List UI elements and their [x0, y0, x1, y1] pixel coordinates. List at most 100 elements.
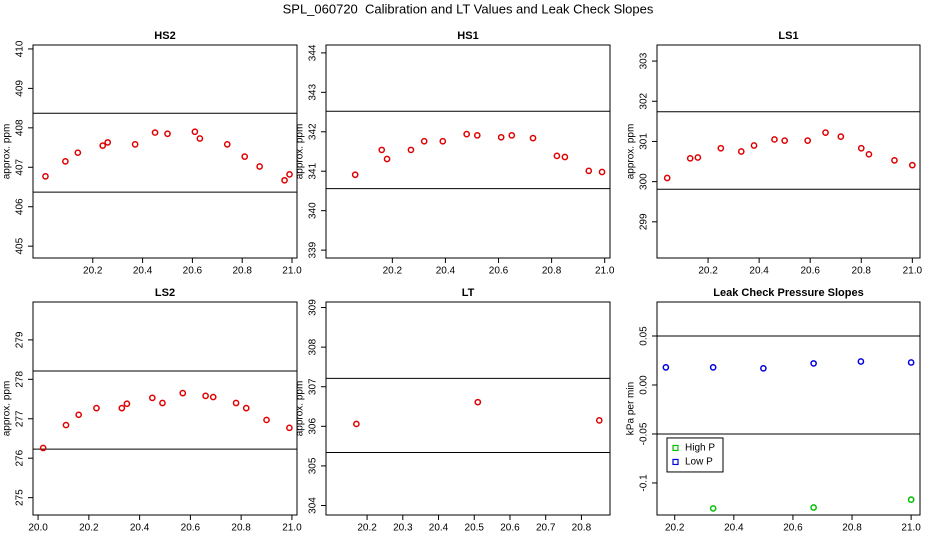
- x-tick-label: 20.6: [183, 266, 203, 277]
- y-tick-label: 275: [15, 489, 26, 506]
- point: [104, 139, 112, 146]
- point: [663, 174, 671, 182]
- x-tick-label: 20.8: [842, 523, 862, 534]
- panel-title: Leak Check Pressure Slopes: [713, 287, 863, 299]
- x-tick-label: 20.6: [181, 523, 201, 534]
- x-tick-label: 21.0: [595, 266, 615, 277]
- y-tick-label: 304: [308, 497, 319, 514]
- point: [75, 411, 83, 419]
- legend-swatch: [672, 444, 679, 452]
- x-tick-label: 20.2: [83, 266, 103, 277]
- y-tick-label: 299: [639, 213, 650, 230]
- point: [159, 399, 166, 407]
- y-tick-label: 309: [308, 299, 319, 316]
- y-tick-label: 0.05: [639, 326, 650, 346]
- x-tick-label: 20.0: [28, 523, 48, 534]
- x-tick-label: 20.2: [665, 523, 685, 534]
- x-tick-label: 20.6: [783, 523, 803, 534]
- point: [151, 129, 159, 136]
- y-tick-label: 406: [15, 198, 26, 215]
- y-tick-label: 342: [308, 123, 319, 140]
- point: [908, 161, 916, 169]
- point: [202, 392, 209, 400]
- y-tick-label: 408: [15, 119, 26, 136]
- y-tick-label: 305: [308, 457, 319, 474]
- legend-label: High P: [685, 443, 715, 454]
- x-tick-label: 20.8: [231, 523, 251, 534]
- point: [439, 137, 447, 145]
- point: [891, 156, 898, 164]
- plot-frame: [656, 301, 921, 516]
- point: [561, 153, 569, 161]
- y-tick-label: 341: [308, 162, 319, 179]
- x-tick-label: 20.2: [698, 266, 718, 277]
- point: [232, 399, 240, 407]
- x-tick-label: 21.0: [282, 523, 302, 534]
- plot-frame: [32, 301, 298, 516]
- x-tick-label: 20.7: [536, 523, 556, 534]
- x-tick-label: 20.5: [465, 523, 485, 534]
- x-tick-label: 20.4: [133, 266, 153, 277]
- point: [241, 153, 249, 160]
- plot-frame: [32, 44, 298, 259]
- panel-title: LS2: [155, 287, 175, 299]
- x-tick-label: 20.8: [542, 266, 562, 277]
- x-tick-label: 20.6: [489, 266, 509, 277]
- point: [286, 171, 293, 178]
- x-tick-label: 21.0: [903, 266, 923, 277]
- point: [857, 358, 865, 365]
- y-tick-label: 302: [639, 92, 650, 109]
- y-tick-label: 410: [15, 40, 26, 57]
- y-tick-label: 307: [308, 378, 319, 395]
- point: [223, 141, 231, 148]
- panel-title: LS1: [778, 30, 798, 42]
- point: [196, 135, 204, 142]
- legend-swatch: [672, 458, 679, 466]
- x-tick-label: 20.2: [383, 266, 403, 277]
- point: [286, 424, 293, 432]
- point: [256, 163, 263, 170]
- y-tick-label: 303: [639, 52, 650, 69]
- point: [164, 130, 171, 138]
- point: [553, 152, 561, 160]
- x-tick-label: 21.0: [901, 523, 921, 534]
- y-tick-label: -0.1: [639, 474, 650, 492]
- figure-title: SPL_060720 Calibration and LT Values and…: [283, 1, 654, 16]
- x-tick-label: 20.4: [436, 266, 456, 277]
- point: [148, 394, 156, 402]
- point: [74, 149, 82, 157]
- point: [131, 141, 139, 148]
- point: [508, 131, 516, 139]
- point: [353, 420, 360, 428]
- point: [281, 176, 288, 184]
- point: [717, 144, 725, 152]
- point: [737, 148, 745, 155]
- x-tick-label: 20.2: [357, 523, 377, 534]
- point: [907, 496, 915, 503]
- x-tick-label: 20.4: [429, 523, 449, 534]
- x-tick-label: 20.4: [130, 523, 150, 534]
- point: [123, 400, 131, 408]
- point: [191, 128, 199, 136]
- y-tick-label: 279: [15, 331, 26, 348]
- y-axis-label: approx. ppm: [626, 124, 637, 180]
- y-axis-label: approx. ppm: [2, 381, 13, 437]
- y-tick-label: 407: [15, 158, 26, 175]
- point: [62, 158, 69, 165]
- y-tick-label: 343: [308, 84, 319, 101]
- y-tick-label: 405: [15, 237, 26, 254]
- x-tick-label: 21.0: [282, 266, 302, 277]
- y-tick-label: -0.05: [639, 422, 650, 445]
- panel-title: HS1: [457, 30, 478, 42]
- point: [473, 131, 481, 139]
- y-tick-label: 277: [15, 410, 26, 427]
- point: [810, 360, 817, 367]
- y-tick-label: 308: [308, 338, 319, 355]
- y-tick-label: 0.00: [639, 375, 650, 395]
- point: [750, 142, 758, 149]
- plot-frame: [656, 44, 921, 259]
- panel-title: HS2: [154, 30, 175, 42]
- point: [263, 416, 270, 424]
- x-tick-label: 20.6: [500, 523, 520, 534]
